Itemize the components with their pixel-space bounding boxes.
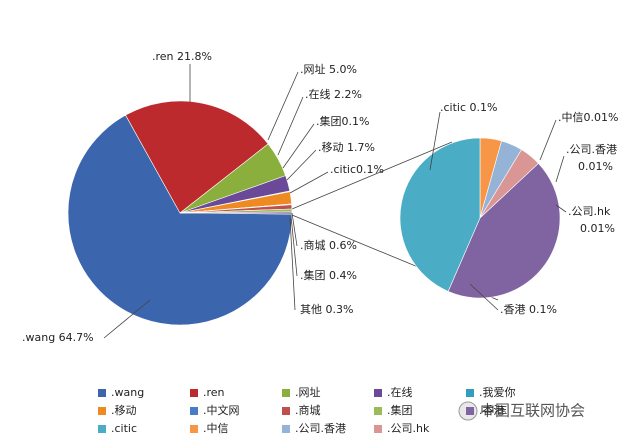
leader-line (555, 204, 567, 213)
legend-swatch (374, 389, 382, 397)
legend-swatch (374, 407, 382, 415)
leader-line (282, 123, 315, 169)
legend-swatch (98, 407, 106, 415)
data-label: .移动 1.7% (318, 141, 375, 154)
data-label: .公司.hk (568, 205, 611, 218)
watermark-text: 中国互联网协会 (480, 402, 585, 420)
legend-label: .ren (203, 386, 225, 399)
legend-label: .中信 (203, 422, 229, 435)
legend-swatch (282, 407, 290, 415)
leader-line (267, 71, 299, 141)
legend-swatch (98, 425, 106, 433)
connector-line (291, 141, 453, 210)
data-label: .集团 0.4% (300, 268, 357, 282)
data-label: .citic0.1% (330, 163, 384, 176)
legend-swatch (98, 389, 106, 397)
data-label: .网址 5.0% (300, 62, 357, 76)
data-label: 0.01% (578, 160, 613, 173)
legend-swatch (282, 389, 290, 397)
legend-label: .中文网 (203, 403, 240, 417)
watermark: 中国互联网协会 (458, 401, 585, 421)
legend-label: .网址 (295, 385, 321, 399)
legend-swatch (190, 407, 198, 415)
data-label: .商城 0.6% (300, 238, 357, 252)
legend-label: .我爱你 (479, 386, 516, 399)
leader-line (286, 149, 317, 181)
legend-label: .citic (111, 422, 137, 435)
legend-swatch (190, 425, 198, 433)
legend-swatch (466, 389, 474, 397)
legend-label: .wang (111, 386, 144, 399)
leader-line (539, 119, 557, 161)
data-label: .citic 0.1% (440, 101, 497, 114)
legend-swatch (466, 407, 474, 415)
legend-swatch (282, 425, 290, 433)
legend-label: .商城 (295, 403, 321, 417)
data-label: 0.01% (580, 222, 615, 235)
leader-line (289, 217, 296, 311)
data-label: .集团0.1% (316, 114, 369, 128)
data-label: .香港 0.1% (500, 303, 557, 316)
leader-line (103, 299, 151, 339)
pie-slice (67, 114, 293, 326)
legend-label: .在线 (387, 385, 413, 399)
leader-line (277, 96, 304, 156)
legend-label: .公司.香港 (295, 422, 346, 435)
leader-line (555, 155, 565, 183)
pie-slice (399, 137, 481, 292)
data-label: 其他 0.3% (300, 303, 353, 316)
data-label: .在线 2.2% (305, 87, 362, 101)
legend-swatch (374, 425, 382, 433)
leader-line (289, 171, 329, 194)
data-label: .wang 64.7% (22, 331, 94, 344)
leader-line (290, 215, 298, 277)
legend-label: .集团 (387, 403, 413, 417)
data-label: .公司.香港 (566, 143, 617, 156)
legend-label: .公司.hk (387, 422, 430, 435)
pie-slice (125, 100, 269, 214)
legend-label: .移动 (111, 404, 137, 417)
legend-label: .香港 (479, 404, 505, 417)
leader-line (291, 212, 298, 247)
leader-line (429, 111, 441, 171)
legend-swatch (190, 389, 198, 397)
pie-slice (447, 162, 561, 299)
data-label: .中信0.01% (558, 111, 618, 124)
leader-line (469, 283, 499, 311)
data-label: .ren 21.8% (152, 50, 212, 63)
